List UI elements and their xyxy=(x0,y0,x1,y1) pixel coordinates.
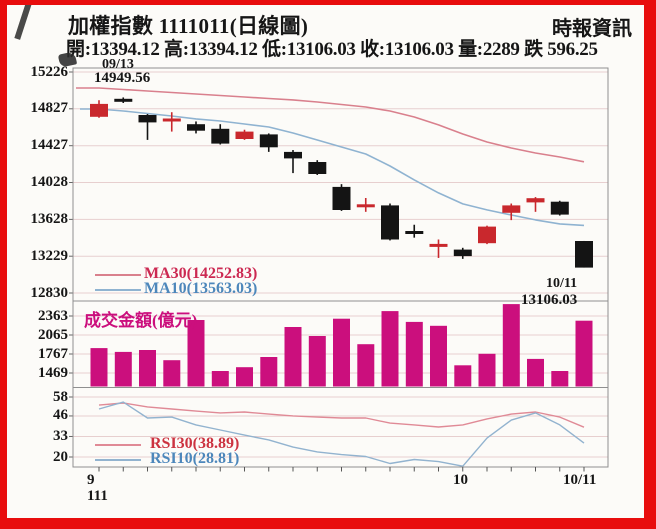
candle-body xyxy=(502,205,521,213)
candle-body xyxy=(114,98,133,102)
volume-bar xyxy=(381,311,399,387)
annotation-last-close: 13106.03 xyxy=(521,292,578,308)
rsi30-legend-label: RSI30(38.89) xyxy=(150,435,240,452)
volume-bar xyxy=(502,304,520,387)
volume-bar xyxy=(308,336,326,387)
price-tick-label: 13628 xyxy=(30,210,69,227)
price-tick-label: 14427 xyxy=(30,137,69,154)
rsi10-legend-swatch xyxy=(95,459,141,461)
price-tick-label: 12830 xyxy=(30,284,69,301)
volume-bar xyxy=(163,360,181,387)
candle-body xyxy=(332,186,351,210)
candle-body xyxy=(90,103,108,117)
volume-pane-title: 成交金額(億元) xyxy=(84,311,198,330)
volume-bar xyxy=(333,318,350,387)
volume-bar xyxy=(405,321,423,387)
ma30-legend-label: MA30(14252.83) xyxy=(144,265,258,282)
annotation-last-date: 10/11 xyxy=(546,276,578,291)
x-label-month-9: 9 xyxy=(87,472,95,488)
candle-body xyxy=(405,231,424,234)
rsi10-legend-label: RSI10(28.81) xyxy=(150,450,240,467)
rsi30-legend-swatch xyxy=(95,444,141,446)
clipping-border-right xyxy=(644,0,656,529)
candle-body xyxy=(308,162,327,174)
candle-body xyxy=(356,204,375,208)
rsi-tick-label: 46 xyxy=(53,407,68,424)
rsi-tick-label: 58 xyxy=(53,388,68,405)
chart-title: 加權指數 1111011(日線圖) xyxy=(68,14,309,38)
volume-bar xyxy=(430,325,447,387)
volume-bar xyxy=(236,367,253,387)
volume-bar xyxy=(454,365,472,387)
rsi30-line xyxy=(98,402,585,428)
volume-bar xyxy=(284,327,302,387)
clipping-border-left xyxy=(0,0,7,529)
ma10-line xyxy=(80,108,585,227)
candle-body xyxy=(526,198,545,203)
candle-body xyxy=(235,131,254,139)
clipping-border-bottom xyxy=(0,518,656,529)
candle-body xyxy=(478,226,496,244)
rsi-tick-label: 20 xyxy=(53,448,68,465)
x-label-date-1011: 10/11 xyxy=(563,472,597,488)
rsi10-line xyxy=(98,401,585,467)
price-tick-label: 14827 xyxy=(30,100,69,117)
ma30-line xyxy=(76,87,585,163)
volume-tick-label: 1469 xyxy=(38,364,68,381)
volume-bar xyxy=(211,371,229,387)
ma30-legend-swatch xyxy=(95,274,141,276)
candle-body xyxy=(187,124,205,131)
price-tick-label: 14028 xyxy=(30,174,69,190)
rsi-pane-border xyxy=(72,387,609,468)
volume-bar xyxy=(527,358,544,387)
volume-bar xyxy=(478,353,496,387)
ma10-legend-label: MA10(13563.03) xyxy=(144,280,258,297)
volume-bar xyxy=(357,344,375,387)
volume-bar xyxy=(187,320,205,387)
candle-body xyxy=(381,205,399,240)
volume-bar xyxy=(90,348,108,387)
ma10-legend-swatch xyxy=(95,289,141,291)
clipping-border-top xyxy=(0,0,656,5)
candle-body xyxy=(259,134,278,148)
volume-tick-label: 1767 xyxy=(38,345,68,362)
annotation-high-date: 09/13 xyxy=(102,57,134,72)
volume-bar xyxy=(114,351,132,387)
volume-bar xyxy=(139,350,156,387)
volume-bar xyxy=(575,320,593,387)
volume-tick-label: 2065 xyxy=(38,326,68,343)
price-tick-label: 15226 xyxy=(30,63,69,80)
candle-body xyxy=(429,243,448,247)
price-tick-label: 13229 xyxy=(30,247,69,264)
candle-body xyxy=(162,118,181,122)
volume-tick-label: 2363 xyxy=(38,307,68,324)
candle-body xyxy=(575,241,593,268)
candle-body xyxy=(453,249,472,257)
volume-bar xyxy=(551,371,569,387)
x-label-year-111: 111 xyxy=(87,488,108,504)
annotation-high-value: 14949.56 xyxy=(94,70,151,86)
candle-body xyxy=(550,201,569,215)
rsi-tick-label: 33 xyxy=(53,427,68,444)
source-label: 時報資訊 xyxy=(552,18,632,40)
x-label-month-10: 10 xyxy=(453,472,468,488)
volume-bar xyxy=(260,357,278,387)
candle-body xyxy=(284,151,302,159)
ohlc-quote-line: 開:13394.12 高:13394.12 低:13106.03 收:13106… xyxy=(66,39,598,60)
candle-body xyxy=(211,128,230,144)
candle-body xyxy=(138,115,157,123)
